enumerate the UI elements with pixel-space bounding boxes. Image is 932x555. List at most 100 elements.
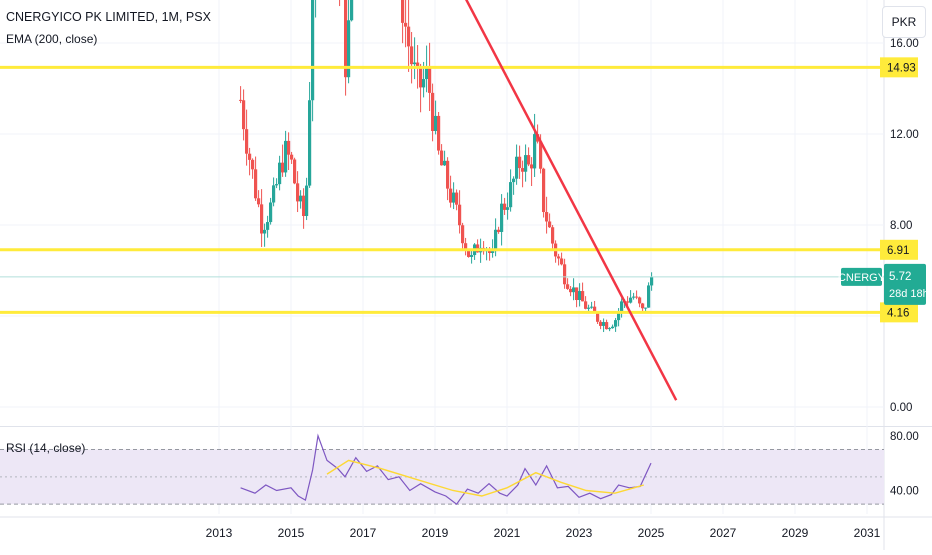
candle (242, 89, 246, 141)
rsi-ma-line (326, 459, 644, 497)
candle (521, 160, 525, 188)
candle-body (590, 306, 594, 308)
candle (263, 223, 267, 247)
rsi-tick-label: 40.00 (890, 486, 919, 498)
rsi-label[interactable]: RSI (14, close) (6, 441, 85, 455)
candle (287, 132, 291, 170)
candle-body (515, 156, 519, 179)
candle-body (584, 301, 588, 309)
candle-body (251, 159, 255, 170)
candle (650, 272, 654, 291)
candle-body (629, 297, 633, 303)
candle (245, 109, 249, 166)
candle-body (308, 100, 312, 186)
level-label-bg (880, 302, 918, 323)
candle-body (593, 306, 597, 314)
candle-body (518, 156, 522, 169)
candle (554, 240, 558, 263)
candle-body (281, 162, 285, 173)
candle-body (461, 225, 465, 244)
candle-body (404, 22, 408, 27)
candle-body (263, 229, 267, 234)
chart-title: CNERGYICO PK LIMITED, 1M, PSX (6, 10, 211, 24)
candle-body (509, 182, 513, 208)
candle-body (428, 66, 432, 93)
candle-body (305, 185, 309, 217)
candle (308, 82, 312, 188)
level-label-bg (880, 239, 918, 260)
candle (596, 312, 600, 325)
candle (614, 317, 618, 332)
price-badge-bg (884, 263, 926, 305)
candle-body (284, 140, 288, 173)
candle-body (458, 204, 462, 226)
candle-body (434, 115, 438, 131)
candle-body (425, 66, 429, 80)
ema-indicator-label[interactable]: EMA (200, close) (6, 32, 98, 46)
candle (401, 0, 405, 44)
candle-body (533, 134, 537, 169)
candle (305, 177, 309, 221)
y-tick-label: 8.00 (890, 220, 912, 232)
candle-body (563, 264, 567, 285)
candle-body (401, 0, 405, 23)
candle-body (422, 79, 426, 88)
currency-button[interactable]: PKR (882, 6, 926, 38)
candle (647, 282, 651, 308)
candle-body (293, 159, 297, 184)
candle (260, 189, 264, 247)
candle (560, 252, 564, 266)
candle (302, 188, 306, 229)
candle (257, 190, 261, 208)
candle (437, 112, 441, 155)
candle-body (440, 150, 444, 166)
candle (638, 296, 642, 308)
candle (578, 283, 582, 307)
candle (275, 178, 279, 189)
candle-body (608, 328, 612, 330)
x-tick-label: 2025 (638, 526, 665, 540)
candle (347, 0, 351, 84)
candle-body (266, 222, 270, 230)
candle-body (572, 287, 576, 293)
level-label: 4.16 (887, 307, 909, 319)
x-tick-label: 2023 (566, 526, 593, 540)
candle-body (644, 307, 648, 309)
candle (512, 176, 516, 195)
candle-body (578, 291, 582, 300)
ticker-badge-label: CNERGY (838, 272, 886, 284)
candle (620, 298, 624, 318)
candle (284, 130, 288, 177)
ticker-badge-bg (841, 267, 882, 286)
candle (290, 151, 294, 164)
x-tick-label: 2017 (350, 526, 377, 540)
candle (350, 0, 354, 22)
candle (461, 222, 465, 250)
candle (449, 175, 453, 208)
x-tick-label: 2029 (782, 526, 809, 540)
candle-body (257, 198, 261, 205)
candle (506, 192, 510, 220)
candle-body (248, 153, 252, 160)
candle-body (560, 258, 564, 265)
candle (434, 100, 438, 135)
candle-body (626, 301, 630, 303)
candle (563, 258, 567, 289)
candle (269, 197, 273, 225)
candle (587, 304, 591, 312)
candle-body (530, 164, 534, 169)
candle-body (347, 20, 351, 78)
candle-body (620, 301, 624, 312)
candles (239, 0, 654, 333)
candle-body (506, 207, 510, 210)
candle (509, 169, 513, 212)
candle (278, 155, 282, 191)
candle-body (632, 296, 636, 298)
candle (641, 302, 645, 312)
candle (566, 278, 570, 290)
candle (413, 37, 417, 80)
candle (599, 320, 603, 330)
candle (458, 190, 462, 234)
candle-body (587, 307, 591, 309)
